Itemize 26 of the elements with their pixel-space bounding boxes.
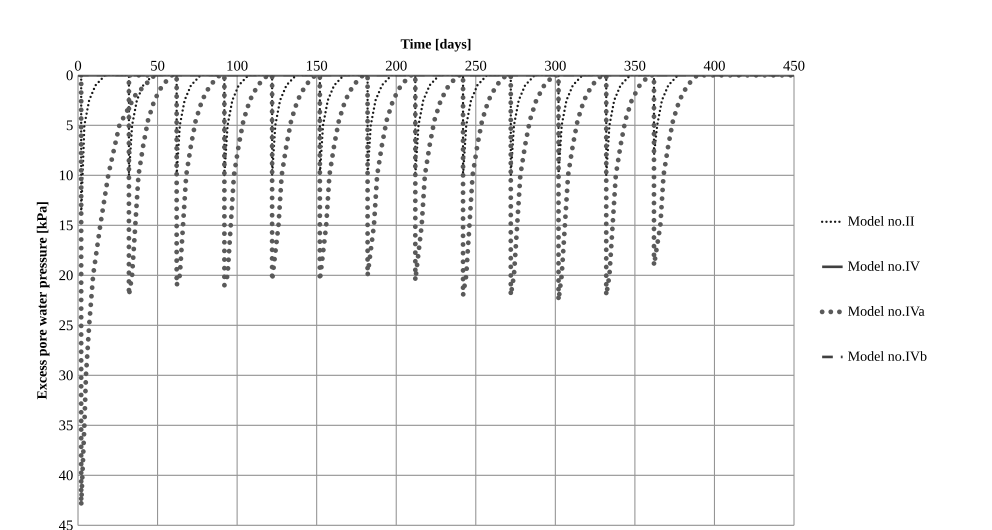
legend-label: Model no.IVa (848, 306, 925, 316)
x-tick-label: 50 (151, 60, 164, 71)
y-tick-label: 25 (59, 320, 73, 330)
y-tick-label: 15 (60, 220, 73, 230)
legend-label: Model no.IVb (848, 351, 926, 361)
x-tick-label: 0 (74, 60, 82, 71)
x-tick-label: 100 (227, 60, 248, 71)
y-axis-title: Excess pore water pressure [kPa] (36, 202, 50, 400)
y-tick-label: 20 (59, 270, 73, 280)
y-tick-label: 0 (66, 70, 73, 80)
x-tick-label: 350 (624, 60, 646, 71)
x-axis-title: Time [days] (400, 38, 470, 52)
legend-label: Model no.IV (848, 260, 920, 271)
y-tick-label: 45 (58, 520, 73, 530)
x-tick-label: 150 (306, 60, 328, 71)
x-tick-label: 400 (704, 60, 725, 71)
y-tick-label: 10 (60, 170, 73, 180)
x-tick-label: 250 (465, 60, 486, 71)
y-tick-label: 40 (58, 470, 73, 480)
y-tick-label: 30 (59, 370, 73, 380)
legend-label: Model no.II (848, 216, 914, 226)
y-tick-label: 35 (59, 420, 73, 430)
x-tick-label: 300 (545, 60, 566, 71)
y-tick-label: 5 (66, 120, 73, 130)
x-tick-label: 450 (783, 60, 804, 71)
x-tick-label: 200 (386, 60, 407, 71)
